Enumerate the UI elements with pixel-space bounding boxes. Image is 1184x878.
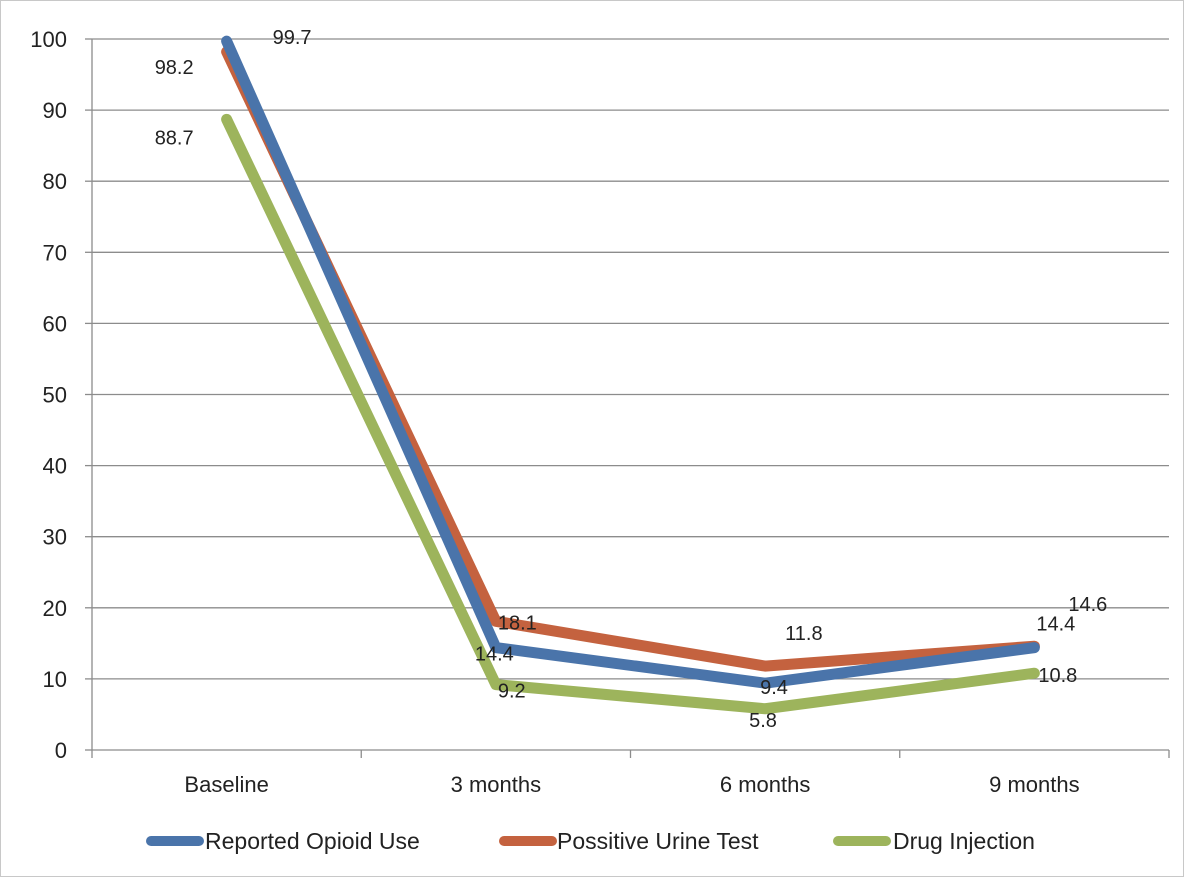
data-label: 9.4 bbox=[760, 677, 788, 699]
legend-item: Reported Opioid Use bbox=[146, 828, 420, 854]
data-label: 9.2 bbox=[498, 681, 526, 703]
grid-lines bbox=[92, 38, 1169, 680]
data-label: 14.4 bbox=[1036, 614, 1075, 636]
data-label: 11.8 bbox=[785, 623, 822, 645]
y-tick-label: 70 bbox=[43, 240, 67, 265]
axes: 0 10 20 30 40 50 60 70 80 90 100 Baseline 3 months 6 … bbox=[30, 27, 1170, 797]
series-line bbox=[221, 35, 1040, 689]
data-label: 5.8 bbox=[749, 710, 777, 732]
x-tick-label: 9 months bbox=[989, 772, 1080, 797]
y-tick-label: 30 bbox=[43, 525, 67, 550]
y-tick-label: 100 bbox=[30, 27, 67, 52]
series-line bbox=[221, 46, 1040, 672]
data-labels: 99.7 14.4 9.4 14.4 98.2 18.1 11.8 14.6 88.7 9.2 5.… bbox=[155, 27, 1108, 732]
legend-label: Possitive Urine Test bbox=[557, 828, 759, 854]
x-tick-label: 6 months bbox=[720, 772, 811, 797]
x-tick-label: Baseline bbox=[184, 772, 268, 797]
y-tick-label: 40 bbox=[43, 454, 67, 479]
y-tick-label: 20 bbox=[43, 596, 67, 621]
data-label: 10.8 bbox=[1038, 665, 1077, 687]
data-label: 99.7 bbox=[273, 27, 312, 49]
series-lines bbox=[221, 35, 1040, 715]
data-label: 14.6 bbox=[1068, 594, 1107, 616]
y-tick-label: 50 bbox=[43, 383, 67, 408]
series-line bbox=[221, 113, 1040, 715]
x-tick-label: 3 months bbox=[451, 772, 542, 797]
data-label: 98.2 bbox=[155, 57, 194, 79]
data-label: 14.4 bbox=[475, 644, 514, 666]
legend-label: Drug Injection bbox=[893, 828, 1035, 854]
y-tick-label: 0 bbox=[55, 738, 67, 763]
legend-item: Possitive Urine Test bbox=[499, 828, 759, 854]
y-tick-label: 80 bbox=[43, 169, 67, 194]
y-tick-label: 10 bbox=[43, 667, 67, 692]
legend-item: Drug Injection bbox=[833, 828, 1035, 854]
data-label: 88.7 bbox=[155, 127, 194, 149]
legend: Reported Opioid Use Possitive Urine Test D… bbox=[146, 828, 1035, 854]
legend-label: Reported Opioid Use bbox=[205, 828, 420, 854]
y-tick-label: 90 bbox=[43, 98, 67, 123]
y-tick-label: 60 bbox=[43, 311, 67, 336]
data-label: 18.1 bbox=[498, 612, 537, 634]
